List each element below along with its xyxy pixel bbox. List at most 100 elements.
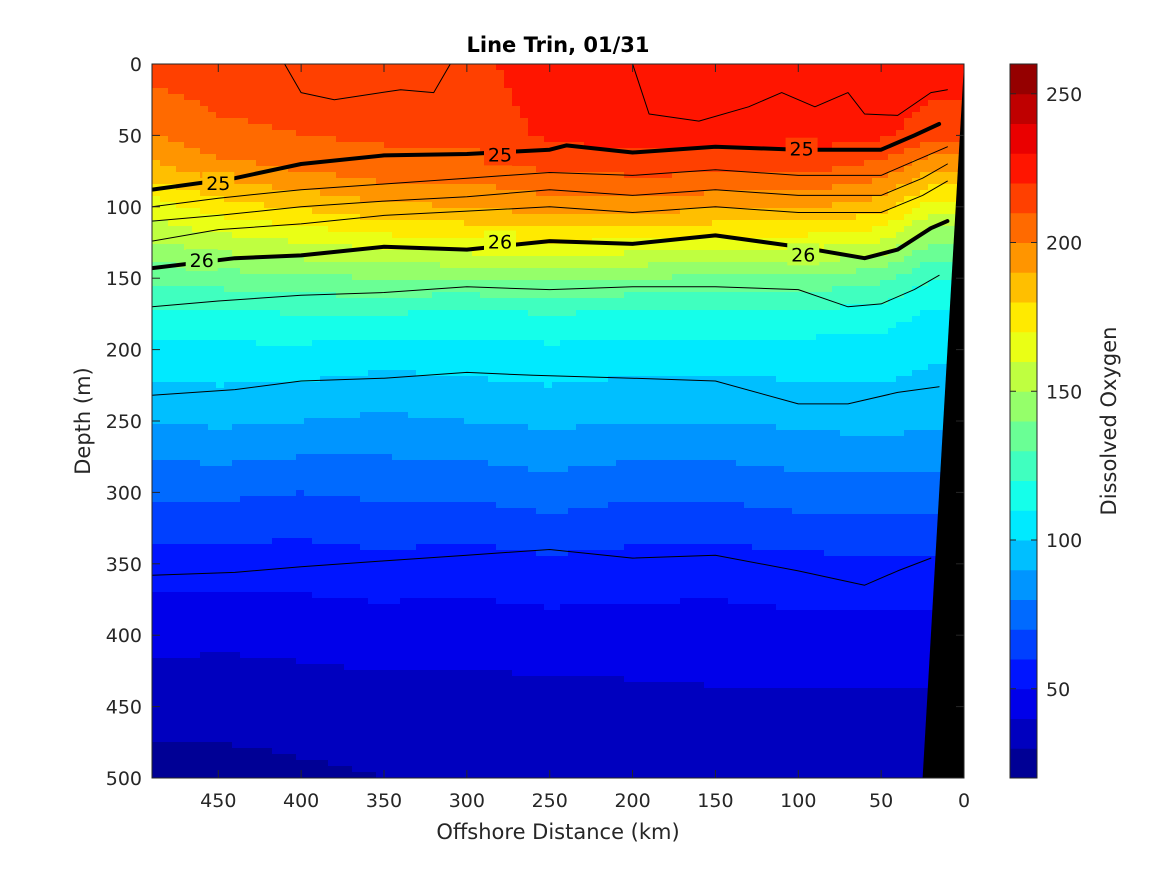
oxygen-cell [400, 238, 409, 245]
oxygen-cell [256, 64, 265, 71]
oxygen-cell [520, 178, 529, 185]
oxygen-cell [848, 124, 857, 131]
oxygen-cell [152, 286, 161, 293]
oxygen-cell [648, 142, 657, 149]
oxygen-cell [776, 190, 785, 197]
oxygen-cell [712, 208, 721, 215]
oxygen-cell [912, 220, 921, 227]
oxygen-cell [224, 106, 233, 113]
oxygen-cell [256, 238, 265, 245]
oxygen-cell [472, 148, 481, 155]
oxygen-cell [824, 280, 833, 287]
oxygen-cell [624, 160, 633, 167]
oxygen-cell [832, 328, 841, 335]
oxygen-cell [312, 196, 321, 203]
oxygen-cell [880, 346, 889, 353]
oxygen-cell [728, 310, 737, 317]
oxygen-cell [576, 286, 585, 293]
oxygen-cell [944, 154, 953, 161]
oxygen-cell [544, 226, 553, 233]
oxygen-cell [344, 274, 353, 281]
oxygen-cell [496, 298, 505, 305]
oxygen-cell [200, 214, 209, 221]
oxygen-cell [504, 334, 513, 341]
oxygen-cell [688, 286, 697, 293]
oxygen-cell [592, 346, 601, 353]
oxygen-cell [600, 154, 609, 161]
oxygen-cell [880, 232, 889, 239]
oxygen-cell [704, 160, 713, 167]
oxygen-cell [360, 190, 369, 197]
oxygen-cell [216, 70, 225, 77]
oxygen-cell [424, 94, 433, 101]
oxygen-cell [424, 280, 433, 287]
oxygen-cell [544, 112, 553, 119]
oxygen-cell [648, 184, 657, 191]
oxygen-cell [648, 82, 657, 89]
oxygen-cell [272, 310, 281, 317]
oxygen-cell [920, 130, 929, 137]
oxygen-cell [152, 178, 161, 185]
oxygen-cell [208, 106, 217, 113]
oxygen-cell [368, 226, 377, 233]
oxygen-cell [640, 286, 649, 293]
oxygen-cell [624, 82, 633, 89]
oxygen-cell [880, 244, 889, 251]
oxygen-cell [408, 280, 417, 287]
oxygen-cell [648, 262, 657, 269]
oxygen-cell [672, 322, 681, 329]
oxygen-cell [560, 166, 569, 173]
oxygen-cell [280, 160, 289, 167]
oxygen-cell [816, 280, 825, 287]
oxygen-cell [904, 232, 913, 239]
oxygen-cell [400, 316, 409, 323]
oxygen-cell [736, 136, 745, 143]
oxygen-cell [456, 244, 465, 251]
oxygen-cell [416, 340, 425, 347]
oxygen-cell [808, 280, 817, 287]
oxygen-cell [488, 262, 497, 269]
oxygen-cell [792, 274, 801, 281]
oxygen-cell [632, 298, 641, 305]
oxygen-cell [544, 124, 553, 131]
oxygen-cell [176, 250, 185, 257]
oxygen-cell [896, 142, 905, 149]
oxygen-cell [192, 304, 201, 311]
oxygen-cell [552, 190, 561, 197]
oxygen-cell [528, 274, 537, 281]
oxygen-cell [264, 118, 273, 125]
oxygen-cell [472, 256, 481, 263]
oxygen-cell [832, 112, 841, 119]
oxygen-cell [264, 292, 273, 299]
oxygen-cell [256, 124, 265, 131]
oxygen-cell [520, 226, 529, 233]
oxygen-cell [816, 340, 825, 347]
oxygen-cell [840, 154, 849, 161]
oxygen-cell [240, 316, 249, 323]
oxygen-cell [408, 262, 417, 269]
oxygen-cell [552, 100, 561, 107]
oxygen-cell [632, 220, 641, 227]
oxygen-cell [896, 274, 905, 281]
oxygen-cell [184, 310, 193, 317]
oxygen-cell [528, 112, 537, 119]
oxygen-cell [376, 196, 385, 203]
oxygen-cell [296, 202, 305, 209]
oxygen-cell [864, 112, 873, 119]
oxygen-cell [384, 106, 393, 113]
oxygen-cell [792, 334, 801, 341]
oxygen-cell [832, 352, 841, 359]
oxygen-cell [200, 238, 209, 245]
oxygen-cell [408, 130, 417, 137]
oxygen-cell [928, 304, 937, 311]
oxygen-cell [472, 352, 481, 359]
oxygen-cell [600, 136, 609, 143]
oxygen-cell [728, 178, 737, 185]
oxygen-cell [232, 172, 241, 179]
oxygen-cell [336, 226, 345, 233]
oxygen-cell [560, 346, 569, 353]
oxygen-cell [312, 232, 321, 239]
oxygen-cell [768, 118, 777, 125]
oxygen-cell [864, 196, 873, 203]
oxygen-cell [208, 304, 217, 311]
